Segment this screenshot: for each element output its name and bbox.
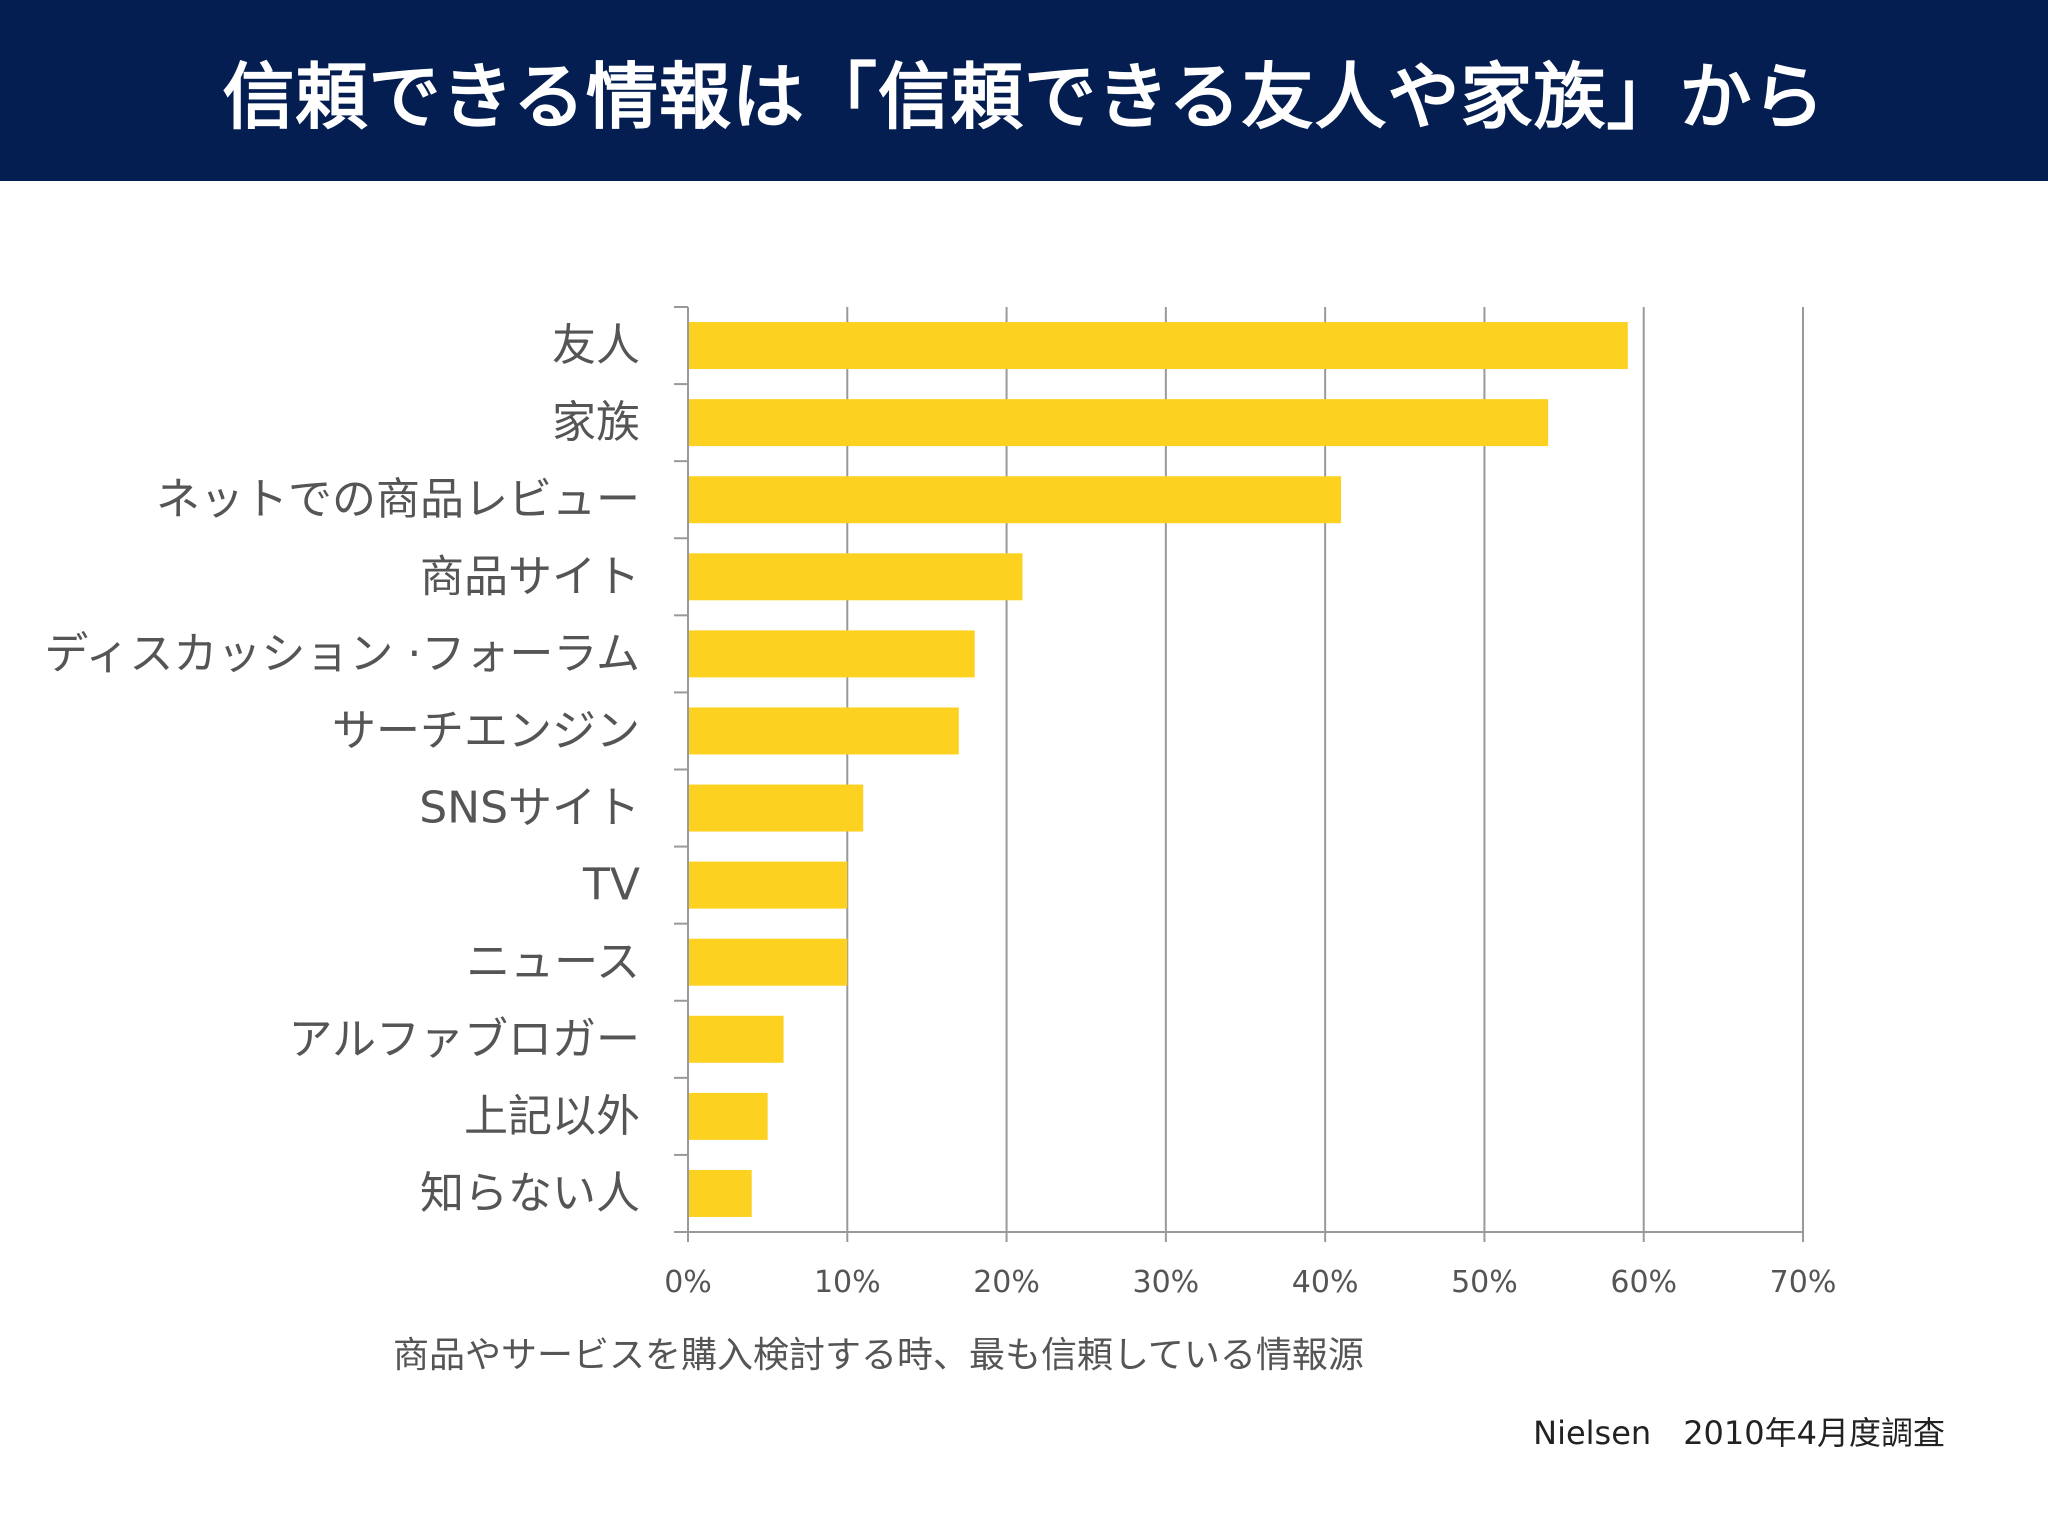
category-label-8: ニュース: [466, 937, 640, 988]
bar-0: [688, 322, 1628, 370]
category-label-1: 家族: [552, 397, 640, 448]
x-tick-label-0: 0%: [664, 1265, 712, 1300]
x-tick-label-2: 20%: [973, 1265, 1040, 1300]
category-label-11: 知らない人: [420, 1168, 640, 1219]
x-tick-label-7: 70%: [1770, 1265, 1837, 1300]
x-tick-label-3: 30%: [1133, 1265, 1200, 1300]
bar-6: [688, 784, 864, 832]
category-label-6: SNSサイト: [419, 783, 640, 834]
source-note: Nielsen 2010年4月度調査: [1533, 1414, 1945, 1452]
bar-9: [688, 1015, 784, 1063]
bar-4: [688, 630, 975, 678]
category-label-2: ネットでの商品レビュー: [156, 474, 640, 525]
category-label-10: 上記以外: [464, 1091, 640, 1142]
category-label-3: 商品サイト: [420, 551, 640, 602]
x-tick-labels: 0% 10% 20% 30% 40% 50% 60% 70%: [664, 1265, 1836, 1300]
bars: [688, 322, 1628, 1217]
x-tick-label-6: 60%: [1610, 1265, 1677, 1300]
bar-1: [688, 399, 1549, 447]
x-tick-label-4: 40%: [1292, 1265, 1359, 1300]
category-label-0: 友人: [552, 320, 640, 371]
category-label-4: ディスカッション ·フォーラム: [44, 628, 640, 679]
bar-3: [688, 553, 1023, 601]
bar-7: [688, 861, 848, 909]
bar-5: [688, 707, 959, 755]
bar-10: [688, 1092, 768, 1140]
x-axis-title: 商品やサービスを購入検討する時、最も信頼している情報源: [393, 1335, 1364, 1376]
bar-11: [688, 1169, 752, 1217]
page-title: 信頼できる情報は「信頼できる友人や家族」から: [222, 55, 1826, 139]
x-tick-label-5: 50%: [1451, 1265, 1518, 1300]
grid-lines: [846, 307, 1804, 1232]
category-label-7: TV: [582, 860, 640, 911]
bar-8: [688, 938, 848, 986]
category-label-5: サーチエンジン: [332, 705, 640, 756]
category-label-9: アルファブロガー: [288, 1014, 640, 1065]
bar-2: [688, 476, 1342, 524]
x-tick-label-1: 10%: [814, 1265, 881, 1300]
axes: [674, 306, 1804, 1242]
title-banner: 信頼できる情報は「信頼できる友人や家族」から: [0, 0, 2048, 181]
